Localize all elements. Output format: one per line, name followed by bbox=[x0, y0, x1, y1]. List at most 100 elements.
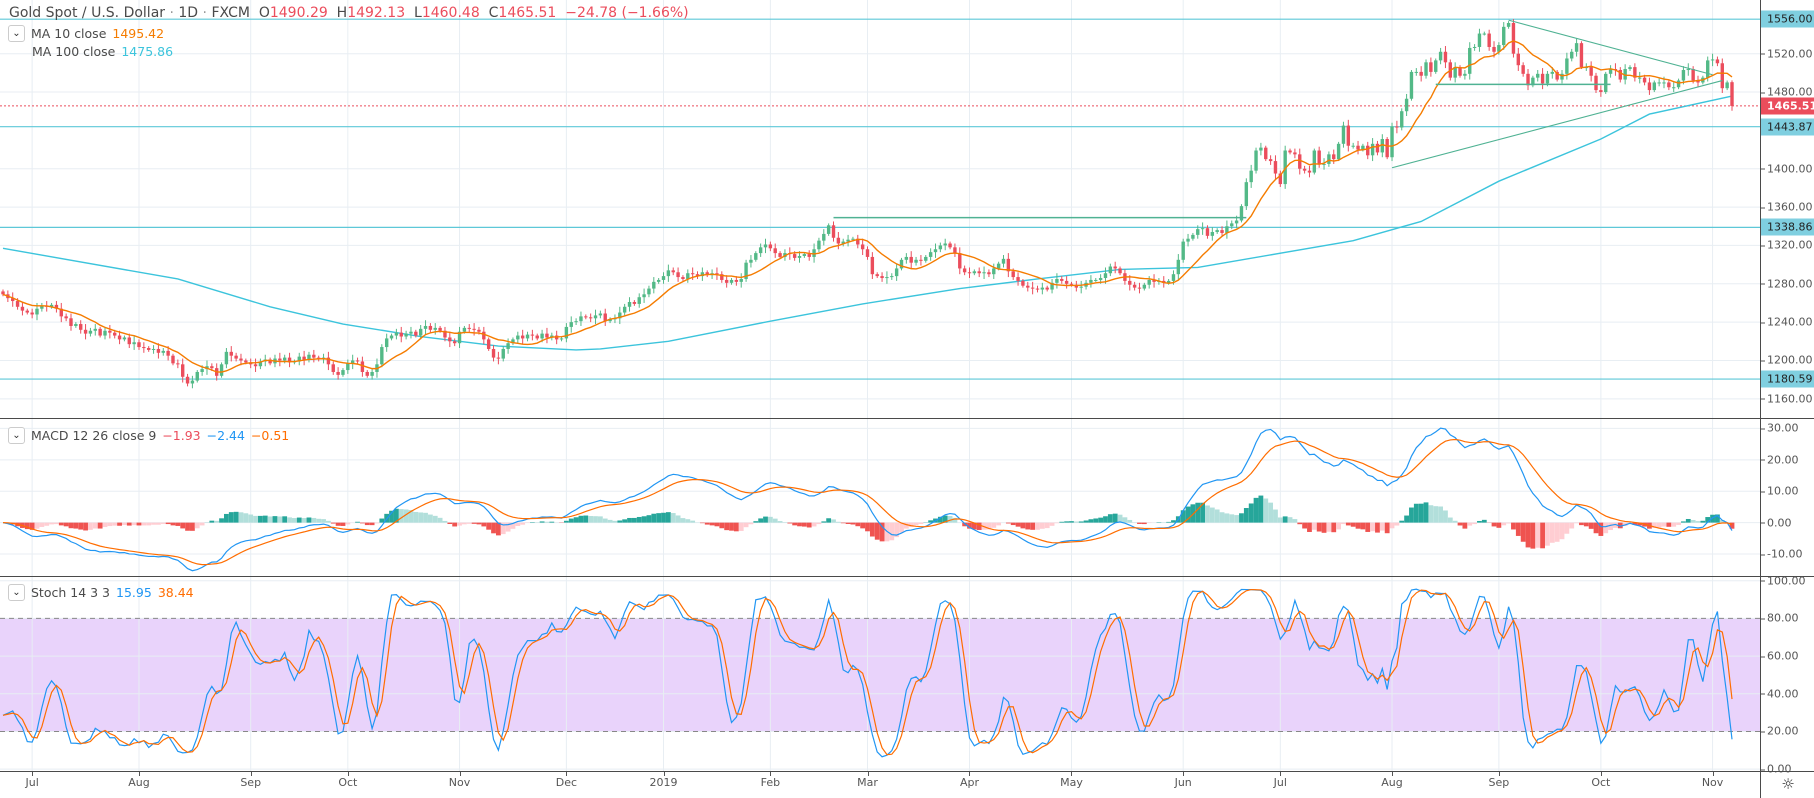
macd-histogram-bar bbox=[1089, 519, 1094, 522]
macd-histogram-bar bbox=[1064, 521, 1069, 522]
gear-icon[interactable]: ☼ bbox=[1760, 771, 1814, 798]
macd-histogram-bar bbox=[1424, 502, 1429, 522]
macd-histogram-bar bbox=[64, 523, 69, 527]
candle-body bbox=[64, 316, 67, 318]
macd-histogram-bar bbox=[1370, 523, 1375, 532]
candle bbox=[1347, 120, 1350, 152]
candle-body bbox=[1118, 268, 1121, 273]
interval[interactable]: 1D bbox=[178, 5, 198, 21]
macd-histogram-bar bbox=[700, 523, 705, 524]
candle-body bbox=[166, 351, 169, 356]
candle bbox=[808, 250, 811, 261]
macd-histogram-bar bbox=[1297, 523, 1302, 525]
candle bbox=[871, 252, 874, 279]
axis-tick-label: 1520.00 bbox=[1761, 47, 1813, 60]
candle bbox=[64, 314, 67, 322]
macd-line-value: −2.44 bbox=[207, 428, 245, 443]
candle-body bbox=[822, 234, 825, 241]
macd-histogram-bar bbox=[1676, 523, 1681, 525]
candle-body bbox=[545, 334, 548, 338]
candle bbox=[60, 303, 63, 322]
candle-body bbox=[244, 360, 247, 362]
candle-body bbox=[336, 372, 339, 375]
candle-body bbox=[1254, 151, 1257, 171]
open-value: 1490.29 bbox=[270, 5, 328, 21]
candle-body bbox=[152, 349, 155, 350]
candle bbox=[448, 332, 451, 347]
candle bbox=[521, 330, 524, 344]
candle-body bbox=[1565, 58, 1568, 73]
axis-tick-label: 40.00 bbox=[1761, 687, 1799, 700]
candle-body bbox=[35, 309, 38, 315]
price-pane[interactable] bbox=[0, 0, 1760, 418]
macd-histogram-bar bbox=[739, 523, 744, 531]
candle bbox=[1560, 70, 1563, 83]
candle-body bbox=[1706, 60, 1709, 77]
macd-histogram-bar bbox=[297, 518, 302, 523]
candle bbox=[900, 258, 903, 270]
macd-histogram-bar bbox=[637, 517, 642, 523]
candle-body bbox=[1424, 62, 1427, 75]
candle-body bbox=[623, 307, 626, 313]
time-tick-label: Oct bbox=[338, 776, 357, 789]
stoch-pane[interactable] bbox=[0, 577, 1760, 771]
macd-legend[interactable]: ⌄ MACD 12 26 close 9 −1.93 −2.44 −0.51 bbox=[8, 427, 289, 444]
candle-body bbox=[113, 333, 116, 336]
candle-body bbox=[482, 332, 485, 340]
candle bbox=[74, 322, 77, 328]
macd-histogram-bar bbox=[520, 523, 525, 525]
ma10-legend[interactable]: ⌄ MA 10 close 1495.42 bbox=[8, 25, 164, 42]
candle bbox=[628, 297, 631, 311]
chevron-down-icon[interactable]: ⌄ bbox=[8, 427, 25, 444]
candle-body bbox=[1405, 99, 1408, 111]
candle-body bbox=[128, 337, 131, 344]
candle-body bbox=[30, 313, 33, 315]
candle-body bbox=[1220, 230, 1223, 233]
candle-body bbox=[1045, 288, 1048, 290]
candle bbox=[895, 264, 898, 281]
macd-histogram-bar bbox=[438, 518, 443, 523]
candle-body bbox=[628, 302, 631, 307]
macd-histogram-bar bbox=[1671, 523, 1676, 527]
candle bbox=[351, 355, 354, 369]
macd-hist-value: −1.93 bbox=[162, 428, 200, 443]
chevron-down-icon[interactable]: ⌄ bbox=[8, 25, 25, 42]
macd-histogram-bar bbox=[447, 523, 452, 524]
candle bbox=[94, 324, 97, 336]
macd-histogram-bar bbox=[860, 523, 865, 529]
chevron-down-icon[interactable]: ⌄ bbox=[8, 584, 25, 601]
candle bbox=[98, 327, 101, 338]
macd-histogram-bar bbox=[209, 521, 214, 523]
candle-body bbox=[147, 348, 150, 350]
macd-histogram-bar bbox=[1307, 523, 1312, 532]
candle-body bbox=[1206, 228, 1209, 236]
candle bbox=[701, 267, 704, 280]
price-chart[interactable] bbox=[0, 0, 1760, 418]
candle-body bbox=[108, 331, 111, 333]
candle-body bbox=[681, 277, 684, 279]
axis-tick-label: 1360.00 bbox=[1761, 201, 1813, 214]
macd-histogram-bar bbox=[243, 513, 248, 522]
macd-histogram-bar bbox=[399, 509, 404, 523]
candle-body bbox=[1347, 126, 1350, 146]
macd-histogram-bar bbox=[1059, 522, 1064, 523]
ma100-value: 1475.86 bbox=[121, 44, 173, 59]
candle bbox=[1453, 62, 1456, 82]
ma100-legend[interactable]: MA 100 close 1475.86 bbox=[32, 44, 173, 59]
macd-histogram-bar bbox=[705, 523, 710, 525]
candle-body bbox=[1113, 267, 1116, 269]
stoch-chart[interactable] bbox=[0, 577, 1760, 771]
candle-body bbox=[676, 272, 679, 277]
candle bbox=[604, 309, 607, 326]
candle bbox=[1356, 141, 1359, 154]
candle bbox=[890, 273, 893, 280]
macd-histogram-bar bbox=[375, 523, 380, 524]
stoch-legend[interactable]: ⌄ Stoch 14 3 3 15.95 38.44 bbox=[8, 584, 194, 601]
candle-body bbox=[1521, 65, 1524, 74]
candle-body bbox=[808, 254, 811, 257]
candle bbox=[453, 338, 456, 346]
